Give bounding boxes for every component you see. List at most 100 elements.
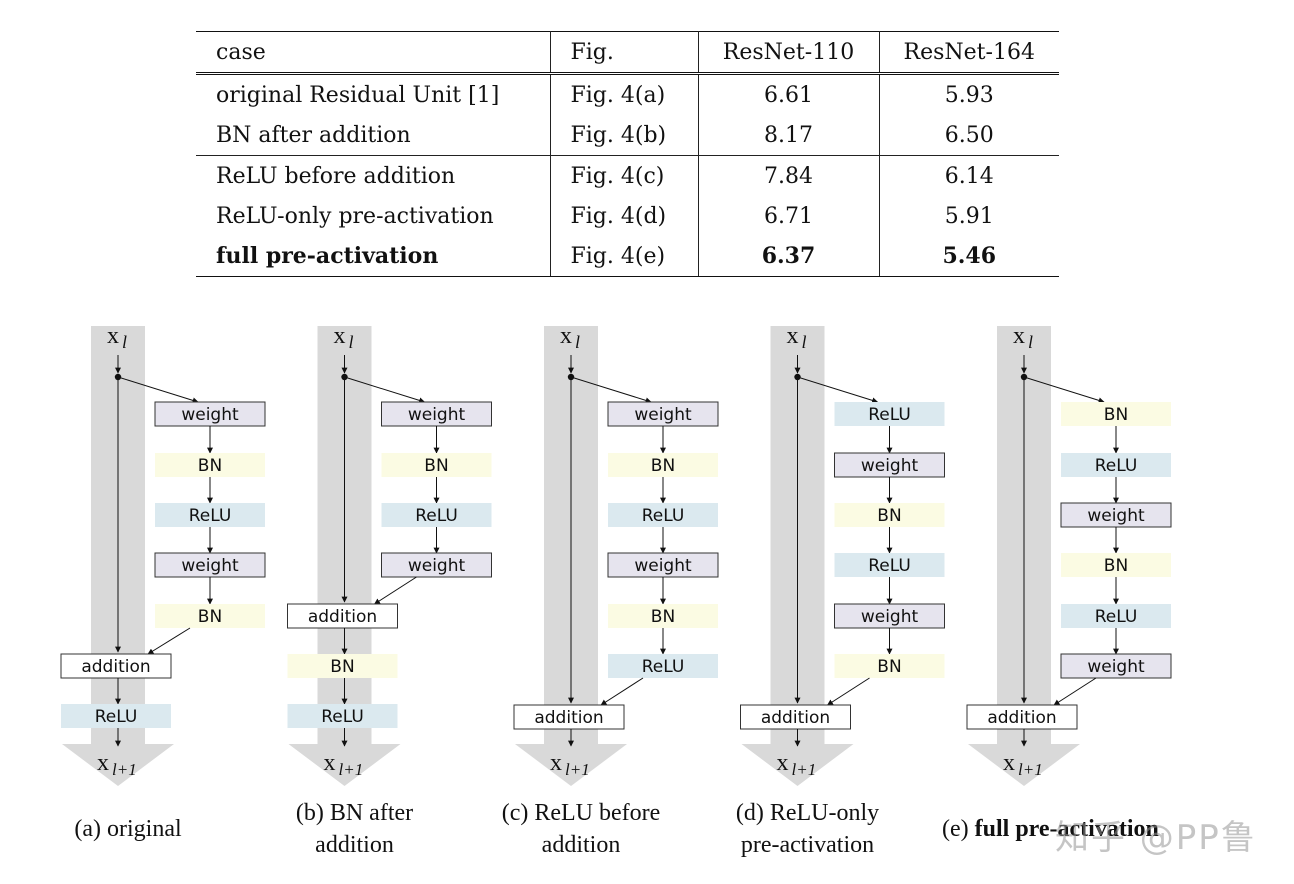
weight-block [154,401,266,427]
addition-label: addition [308,607,377,627]
identity-shortcut-arrowhead [515,744,627,786]
caption-label: (b) [295,800,330,826]
weight-block [607,552,719,578]
bn-block [155,453,265,477]
caption-title: original [106,816,182,842]
bn-label: BN [424,456,448,476]
relu-label: ReLU [189,506,232,526]
cell-fig: Fig. 4(e) [550,236,699,277]
weight-block [834,452,945,478]
output-subscript: l+1 [792,760,817,779]
output-subscript: l+1 [339,760,364,779]
output-label: x [324,750,336,776]
caption-b: (b) BN after addition [245,797,465,861]
cell-resnet164: 5.46 [879,236,1059,277]
weight-label: weight [634,405,692,425]
table-row: original Residual Unit [1] Fig. 4(a) 6.61 5… [196,72,1059,115]
table-row: ReLU-only pre-activation Fig. 4(d) 6.71 5.9… [196,196,1059,236]
cell-fig: Fig. 4(a) [550,72,699,115]
caption-title: full pre-activation [974,816,1159,842]
weight-label: weight [408,556,466,576]
input-label: x [1013,323,1025,349]
output-subscript: l+1 [565,760,590,779]
merge-arrow [373,576,417,605]
relu-block [608,654,718,678]
weight-label: weight [634,556,692,576]
watermark: 知乎 @PP鲁 [1055,818,1257,858]
relu-block [287,704,398,728]
table-row: BN after addition Fig. 4(b) 8.17 6.50 [196,115,1059,156]
weight-block [1060,653,1172,679]
bn-block [608,604,718,628]
caption-title: ReLU-only pre-activation [740,800,880,858]
caption-c: (c) ReLU before addition [471,797,691,861]
relu-label: ReLU [642,657,685,677]
caption-label: (e) [942,816,975,842]
weight-label: weight [408,405,466,425]
cell-case: original Residual Unit [1] [196,72,551,115]
relu-label: ReLU [642,506,685,526]
relu-label: ReLU [868,405,911,425]
header-case: case [196,31,551,74]
bn-label: BN [198,607,222,627]
output-label: x [777,750,789,776]
bn-block [834,654,945,678]
caption-a: (a) original [18,813,238,845]
relu-block [1061,453,1171,477]
caption-e: (e) full pre-activation [942,813,1202,845]
input-subscript: l [1028,332,1033,352]
table-header-row: case Fig. ResNet-110 ResNet-164 [196,31,1059,74]
addition-block [287,603,398,629]
addition-block [60,653,172,679]
cell-case: full pre-activation [196,236,551,277]
output-subscript: l+1 [1018,760,1043,779]
relu-block [381,503,492,527]
bn-label: BN [330,657,354,677]
relu-block [1061,604,1171,628]
addition-label: addition [81,657,150,677]
header-resnet164: ResNet-164 [879,31,1059,74]
identity-shortcut-arrowhead [968,744,1080,786]
relu-block [155,503,265,527]
weight-label: weight [1087,506,1145,526]
input-subscript: l [122,332,127,352]
output-label: x [97,750,109,776]
branch-arrow [344,376,426,404]
bn-label: BN [651,607,675,627]
weight-label: weight [861,456,919,476]
cell-resnet164: 5.91 [944,203,994,229]
merge-arrow [147,627,191,655]
cell-resnet164: 6.50 [879,115,1059,156]
relu-block [834,402,945,426]
relu-label: ReLU [1095,607,1138,627]
relu-label: ReLU [321,707,364,727]
header-fig: Fig. [550,31,699,74]
bn-block [1061,402,1171,426]
weight-label: weight [181,405,239,425]
merge-arrow [1053,677,1097,706]
relu-label: ReLU [1095,456,1138,476]
relu-label: ReLU [95,707,138,727]
cell-resnet110: 6.37 [698,236,880,277]
bn-block [1061,553,1171,577]
addition-label: addition [987,708,1056,728]
weight-label: weight [1087,657,1145,677]
branch-arrow [570,376,652,404]
cell-resnet164: 5.93 [879,72,1059,115]
branch-arrow [797,376,879,404]
input-subscript: l [802,332,807,352]
input-label: x [107,323,119,349]
cell-case: ReLU before addition [196,155,551,196]
table-row: full pre-activation Fig. 4(e) 6.37 5.46 [196,236,1059,277]
identity-shortcut-arrowhead [741,744,854,786]
bn-label: BN [1104,556,1128,576]
caption-label: (a) [74,816,107,842]
weight-label: weight [861,607,919,627]
weight-block [1060,502,1172,528]
bn-label: BN [651,456,675,476]
bn-label: BN [1104,405,1128,425]
bn-block [381,453,492,477]
identity-shortcut-arrowhead [62,744,174,786]
addition-label: addition [534,708,603,728]
header-resnet110: ResNet-110 [698,31,880,74]
